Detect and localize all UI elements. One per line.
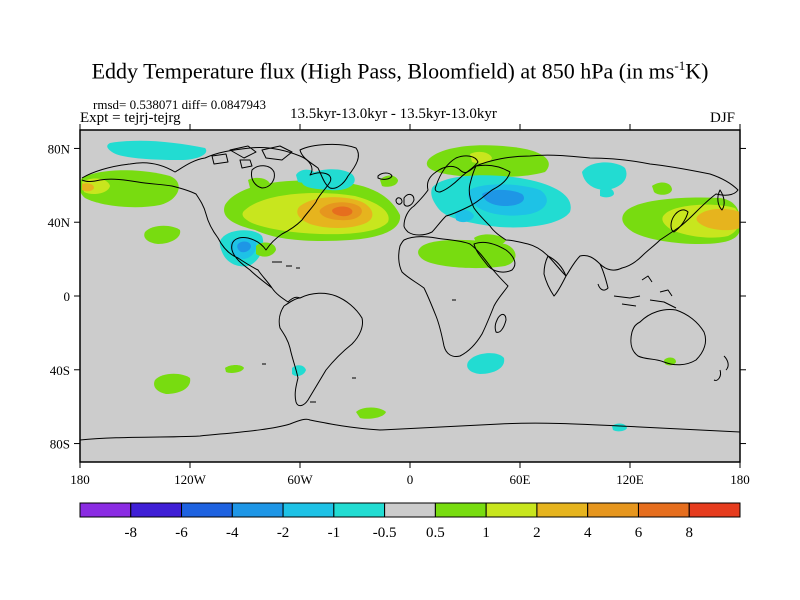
colorbar-label: -6 (175, 525, 188, 541)
colorbar-box (231, 502, 284, 518)
coast-europe (403, 164, 511, 236)
x-tick-label: 120E (616, 472, 644, 487)
x-tick-label: 180 (70, 472, 90, 487)
coast-central-america (271, 287, 301, 303)
x-tick-label: 60W (287, 472, 313, 487)
colorbar-label: 6 (635, 525, 643, 541)
y-tick-label: 0 (64, 289, 71, 304)
anomaly-north-atlantic-core (332, 206, 353, 217)
colorbar-box (282, 502, 335, 518)
coast-small-islands (262, 299, 456, 403)
anomaly-eurasia-deepblue (482, 189, 525, 206)
coast-asia (468, 154, 739, 277)
colorbar-box (637, 502, 690, 518)
anomaly-mediterranean-green (474, 234, 506, 247)
colorbar-box (333, 502, 386, 518)
colorbar-label: -2 (277, 525, 290, 541)
colorbar-box (485, 502, 538, 518)
season-label: DJF (710, 110, 736, 126)
coast-africa (398, 236, 509, 357)
colorbar-label: -4 (226, 525, 239, 541)
colorbar-label: 2 (533, 525, 541, 541)
coast-british-isles (395, 193, 415, 207)
colorbar-label: -1 (328, 525, 341, 541)
coast-madagascar (494, 313, 507, 333)
y-axis: 80N 40N 0 40S 80S (48, 141, 746, 452)
coast-japan (670, 209, 689, 233)
plot-background (80, 130, 740, 462)
anomaly-nw-pacific-greenblob (652, 182, 672, 195)
anomaly-scandinavia-yellow (470, 151, 492, 164)
coast-iceland (377, 172, 393, 180)
anomaly-pacific-green (144, 225, 181, 244)
colorbar-label: -8 (125, 525, 138, 541)
anomaly-greenland-green (380, 175, 398, 187)
y-tick-label: 40S (50, 363, 70, 378)
colorbar-box (536, 502, 589, 518)
anomaly-southern-ocean-green (356, 407, 386, 419)
colorbar-box (688, 502, 741, 518)
coast-arabia (473, 241, 516, 273)
experiment-label: Expt = tejrj-tejrg (80, 110, 181, 126)
colorbar-label: 8 (685, 525, 693, 541)
anomaly-gulf-deepblue (237, 241, 251, 253)
colorbar-box (384, 502, 436, 518)
anomaly-nw-pacific-gold (696, 208, 740, 231)
coast-caribbean (272, 261, 300, 269)
colorbar-box (434, 502, 487, 518)
y-tick-label: 80S (50, 437, 70, 452)
coast-new-zealand (713, 355, 729, 381)
coast-arctic-islands (211, 145, 293, 169)
coast-antarctica (80, 418, 740, 441)
y-tick-label: 80N (48, 141, 71, 156)
anomaly-black-sea-blue (455, 209, 474, 223)
colorbar-label: 0.5 (426, 525, 445, 541)
stats-text: rmsd= 0.538071 diff= 0.0847943 (93, 97, 266, 112)
coast-australia (630, 309, 707, 366)
coast-hudson-bay (251, 165, 275, 189)
x-axis: 180 120W 60W 0 60E 120E 180 (70, 124, 750, 487)
anomaly-arabia-green (418, 239, 516, 269)
colorbar-box (181, 502, 233, 518)
x-tick-label: 180 (730, 472, 750, 487)
colorbar-label: 1 (482, 525, 490, 541)
coast-scandinavia (434, 155, 479, 193)
coastlines (80, 143, 740, 441)
colorbar-box (587, 502, 639, 518)
x-tick-label: 120W (174, 472, 207, 487)
anomaly-alaska-gold (82, 183, 94, 192)
coast-se-asia (597, 263, 677, 309)
colorbar: -8 -6 -4 -2 -1 -0.5 0.5 1 2 4 6 8 (79, 502, 741, 541)
colorbar-label: -0.5 (373, 525, 397, 541)
anomaly-south-pacific-green (154, 373, 191, 394)
y-tick-label: 40N (48, 215, 71, 230)
period-label: 13.5kyr-13.0kyr - 13.5kyr-13.0kyr (290, 106, 497, 122)
colorbar-box (130, 502, 183, 518)
colorbar-label: 4 (584, 525, 592, 541)
anomaly-arctic-cyan (107, 140, 207, 160)
coast-south-america (278, 292, 363, 407)
anomaly-south-indian-cyan (467, 353, 505, 374)
anomaly-siberia-cyan (582, 162, 627, 190)
anomaly-siberia-cyan-small (600, 187, 614, 198)
coast-kamchatka (717, 189, 725, 211)
x-tick-label: 60E (510, 472, 531, 487)
colorbar-box (79, 502, 132, 518)
coast-greenland (299, 143, 359, 189)
coast-india (543, 255, 567, 297)
anomaly-south-pacific-green-small (225, 365, 244, 373)
x-tick-label: 0 (407, 472, 414, 487)
map-title: Eddy Temperature flux (High Pass, Bloomf… (91, 58, 709, 84)
